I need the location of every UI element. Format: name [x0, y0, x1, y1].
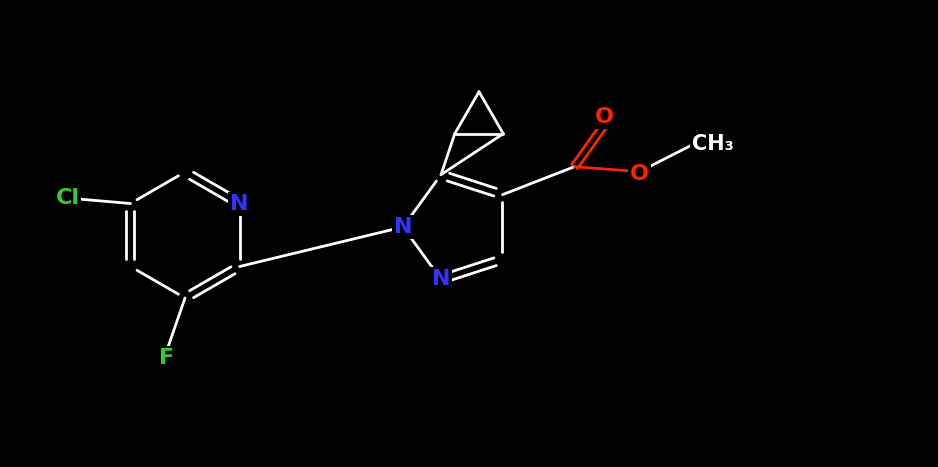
- Text: N: N: [394, 217, 412, 237]
- Text: N: N: [231, 193, 249, 213]
- Text: N: N: [431, 269, 450, 290]
- Text: CH₃: CH₃: [691, 134, 734, 154]
- Text: Cl: Cl: [55, 189, 80, 208]
- Text: F: F: [159, 348, 174, 368]
- Text: O: O: [595, 106, 614, 127]
- Text: O: O: [630, 163, 649, 184]
